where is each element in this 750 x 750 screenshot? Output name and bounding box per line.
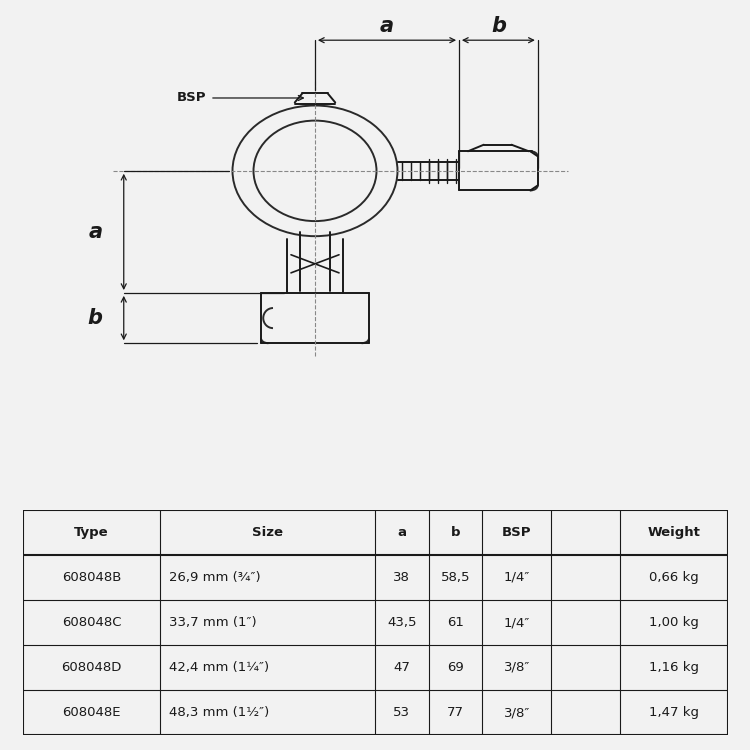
Text: BSP: BSP (502, 526, 532, 539)
Text: 61: 61 (447, 616, 464, 629)
Text: 0,66 kg: 0,66 kg (649, 571, 699, 584)
Text: Weight: Weight (647, 526, 700, 539)
Text: 42,4 mm (1¼″): 42,4 mm (1¼″) (169, 661, 269, 674)
Text: a: a (88, 222, 102, 242)
Text: b: b (451, 526, 460, 539)
Text: Type: Type (74, 526, 109, 539)
Text: 58,5: 58,5 (441, 571, 470, 584)
Text: Size: Size (252, 526, 284, 539)
Text: 3/8″: 3/8″ (503, 706, 530, 719)
Text: 43,5: 43,5 (387, 616, 416, 629)
Text: 38: 38 (394, 571, 410, 584)
Text: 1/4″: 1/4″ (503, 571, 530, 584)
Text: 608048C: 608048C (62, 616, 122, 629)
Text: a: a (398, 526, 406, 539)
Text: 1/4″: 1/4″ (503, 616, 530, 629)
Text: 1,16 kg: 1,16 kg (649, 661, 699, 674)
Text: 608048D: 608048D (62, 661, 122, 674)
Text: 69: 69 (447, 661, 464, 674)
Text: 3/8″: 3/8″ (503, 661, 530, 674)
Text: BSP: BSP (177, 92, 206, 104)
Text: a: a (380, 16, 394, 36)
Text: 53: 53 (393, 706, 410, 719)
Text: 77: 77 (447, 706, 464, 719)
Text: 608048E: 608048E (62, 706, 121, 719)
Text: 1,47 kg: 1,47 kg (649, 706, 699, 719)
Text: 26,9 mm (¾″): 26,9 mm (¾″) (169, 571, 260, 584)
Text: 33,7 mm (1″): 33,7 mm (1″) (169, 616, 256, 629)
Text: 608048B: 608048B (62, 571, 122, 584)
Text: b: b (88, 308, 103, 328)
Text: 47: 47 (394, 661, 410, 674)
Text: 1,00 kg: 1,00 kg (649, 616, 699, 629)
Text: b: b (491, 16, 506, 36)
Text: 48,3 mm (1½″): 48,3 mm (1½″) (169, 706, 269, 719)
